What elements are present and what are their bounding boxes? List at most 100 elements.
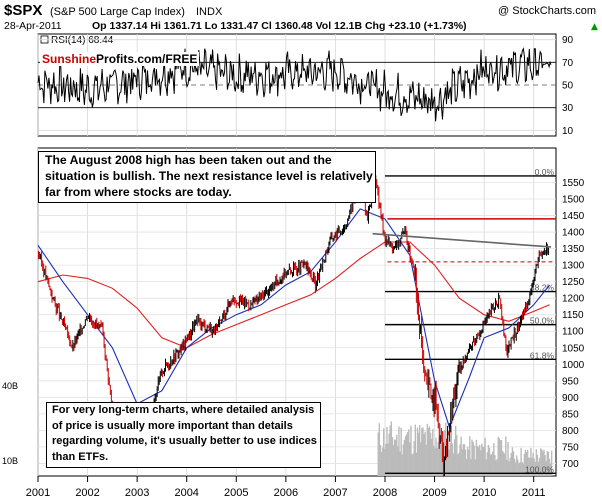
volume-bar: [417, 432, 420, 476]
volume-bar: [520, 447, 522, 476]
x-tick-label: 2005: [224, 487, 248, 499]
volume-bar: [428, 426, 431, 476]
volume-bar: [513, 458, 516, 476]
volume-bar: [436, 447, 438, 476]
price-bars: [37, 175, 550, 477]
volume-bar: [534, 461, 536, 476]
volume-bar: [389, 425, 391, 476]
price-tick-label: 1100: [562, 327, 584, 338]
volume-bar: [460, 436, 462, 476]
volume-bar: [448, 449, 450, 476]
volume-bar: [427, 428, 430, 476]
chart-quote-arrow: ▲: [591, 22, 598, 32]
volume-bar: [532, 452, 534, 476]
volume-bar: [473, 445, 475, 476]
volume-bar: [486, 452, 489, 476]
volume-bar: [490, 454, 493, 476]
volume-bar: [481, 443, 483, 476]
volume-bar: [420, 442, 422, 476]
volume-bar: [476, 445, 479, 476]
volume-bar: [547, 451, 550, 476]
x-tick-label: 2006: [274, 487, 298, 499]
logo-part-1: Sunshine: [42, 52, 97, 66]
volume-bar: [381, 447, 384, 476]
volume-bar: [393, 439, 396, 476]
fib-label: 61.8%: [530, 350, 555, 360]
volume-bar: [523, 453, 526, 476]
volume-bar: [536, 455, 539, 476]
volume-bar: [496, 458, 498, 476]
fib-label: 50.0%: [530, 316, 555, 326]
volume-bar: [377, 432, 379, 476]
volume-bar: [522, 463, 524, 476]
volume-bar: [470, 459, 472, 476]
price-tick-label: 1150: [562, 310, 584, 321]
volume-bar: [458, 452, 460, 476]
volume-bar: [543, 449, 545, 476]
volume-bar: [529, 457, 531, 476]
fib-label: 38.2%: [530, 283, 555, 293]
volume-bar: [466, 446, 469, 476]
rsi-tick-label: 90: [562, 35, 574, 46]
volume-bar: [397, 446, 399, 476]
volume-bar: [412, 453, 414, 476]
volume-bar: [439, 423, 442, 476]
volume-bar: [475, 439, 478, 476]
x-tick-label: 2007: [323, 487, 347, 499]
chart-symbol: $SPX: [4, 2, 42, 19]
volume-bar: [544, 455, 546, 476]
price-axis: 700 750 800 850 900 950 1000 1050 1100 1150 1200 12…: [562, 178, 585, 470]
volume-bar: [526, 450, 529, 476]
x-tick-label: 2011: [522, 487, 546, 499]
volume-bar: [421, 428, 423, 476]
volume-bar: [480, 450, 482, 476]
volume-bar: [430, 438, 433, 476]
volume-bar: [463, 444, 466, 476]
volume-bar: [501, 450, 504, 476]
volume-bar: [495, 460, 497, 476]
volume-bar: [386, 426, 388, 476]
volume-bar: [401, 454, 403, 476]
price-tick-label: 850: [562, 409, 579, 420]
volume-bar: [517, 459, 519, 476]
volume-bar: [545, 461, 547, 476]
volume-bar: [454, 425, 457, 476]
volume-bar: [494, 455, 496, 476]
volume-bar: [380, 452, 383, 476]
volume-bar: [391, 437, 394, 476]
volume-bar: [530, 447, 532, 476]
volume-bar: [537, 461, 540, 476]
volume-bar: [509, 457, 511, 476]
fib-label: 0.0%: [535, 167, 555, 177]
rsi-axis: 90 70 50 30 10: [562, 35, 574, 137]
volume-bar: [507, 442, 509, 476]
volume-bar: [438, 437, 441, 476]
volume-bar: [474, 459, 477, 476]
volume-bar: [511, 447, 514, 476]
volume-bar: [464, 449, 467, 476]
volume-bar: [425, 444, 427, 476]
sunshine-profits-logo: SunshineProfits.com/FREE: [40, 52, 200, 66]
volume-bar: [524, 449, 527, 476]
volume-bar: [506, 459, 508, 476]
volume-bar: [403, 439, 406, 476]
volume-bar: [497, 436, 499, 476]
chart-name: (S&P 500 Large Cap Index): [50, 6, 185, 18]
volume-bar: [519, 462, 521, 476]
volume-bar: [505, 436, 507, 476]
volume-bar: [413, 441, 415, 476]
volume-bar: [410, 425, 412, 476]
volume-bar: [429, 432, 432, 476]
chart-quote: Op 1337.14 Hi 1361.71 Lo 1331.47 Cl 1360…: [92, 20, 467, 32]
volume-bar: [478, 444, 481, 476]
rsi-tick-label: 50: [562, 81, 574, 92]
annotation-resistance: The August 2008 high has been taken out …: [38, 151, 376, 203]
price-tick-label: 1000: [562, 360, 585, 371]
volume-bar: [533, 458, 535, 476]
price-tick-label: 700: [562, 459, 579, 470]
volume-bar: [521, 462, 523, 476]
price-tick-label: 1200: [562, 294, 585, 305]
volume-bar: [549, 463, 552, 476]
price-tick-label: 750: [562, 442, 579, 453]
